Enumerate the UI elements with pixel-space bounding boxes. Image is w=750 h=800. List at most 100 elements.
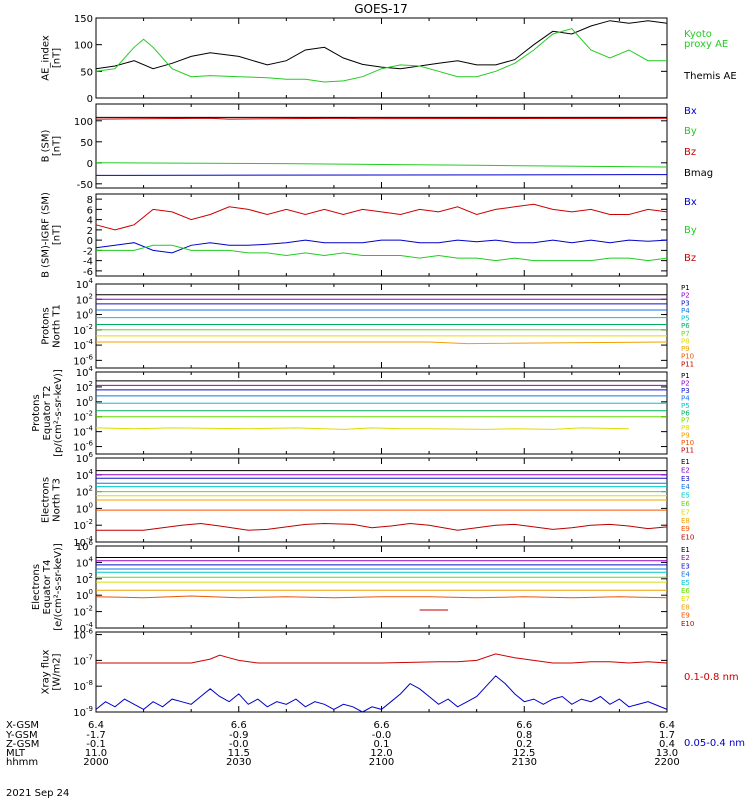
plot-title: GOES-17 [354,2,408,16]
y-tick-label: 10-9 [73,705,93,719]
y-axis-label: B (SM)-IGRF (SM) [41,192,52,278]
ephemeris-value: 0.4 [659,739,675,750]
legend-label: P8 [681,424,690,432]
y-tick-label: -6 [83,267,93,278]
ephemeris-value: 2100 [369,757,394,768]
series-by [96,244,668,262]
y-axis-label: Xray flux [41,650,52,695]
y-tick-label: 104 [76,365,94,379]
ephemeris-value: 2030 [226,757,251,768]
y-tick-label: 106 [76,451,94,465]
y-tick-label: 10-6 [73,628,93,642]
panel-frame [95,545,668,629]
y-tick-label: 100 [74,117,93,128]
y-tick-label: 6 [87,205,93,216]
legend-label: P1 [681,284,690,292]
series-e9 [95,595,668,599]
legend-label: E9 [681,612,690,620]
y-axis-label: Protons [41,307,52,344]
series-0-05-0-4-nm [95,675,668,713]
y-tick-label: -4 [83,257,93,268]
legend-label: P6 [681,322,690,330]
y-tick-label: 2 [87,226,93,237]
y-axis-label: [nT] [52,48,63,68]
legend-label: P5 [681,402,690,410]
legend-label: Bx [684,197,697,208]
y-tick-label: 10-8 [73,679,93,693]
series-themis-ae [95,20,668,70]
y-axis-label: [W/m2] [52,653,63,690]
legend-label: Bmag [684,168,713,179]
y-tick-label: 106 [76,539,94,553]
ephemeris-row-label: X-GSM [6,720,39,731]
ephemeris-value: -0.0 [229,739,249,750]
legend-label: P3 [681,387,690,395]
y-tick-label: 8 [87,195,93,206]
y-tick-label: 50 [80,67,93,78]
series-bz [95,117,668,120]
panel-8: 10-9 10-8 10-7 10-6 Xray flux [W/m2] 0.1-0.8 n… [41,628,746,749]
legend-label: proxy AE [684,39,728,50]
legend-label: E4 [681,571,690,579]
ephemeris-value: 1.7 [659,730,675,741]
legend-label: E5 [681,579,690,587]
legend-label: P11 [681,360,694,368]
y-tick-label: 10-2 [73,605,93,619]
y-axis-label: [e/(cm²-s-sr-keV)] [53,543,64,631]
y-tick-label: 100 [74,41,93,52]
y-tick-label: 4 [87,216,93,227]
y-tick-label: -50 [77,180,93,191]
legend-label: P2 [681,292,690,300]
ephemeris-value: 6.4 [659,720,675,731]
y-tick-label: 0 [87,94,93,105]
series-0-1-0-8-nm [96,653,668,664]
y-tick-label: 10-4 [73,338,93,352]
ephemeris-value: -0.0 [372,730,392,741]
legend-label: By [684,225,697,236]
ephemeris-value: 2200 [654,757,679,768]
legend-label: 0.1-0.8 nm [684,672,739,683]
ephemeris-value: 2130 [512,757,537,768]
legend-label: P2 [681,379,690,387]
ephemeris-value: 11.5 [228,748,250,759]
legend-label: Bz [684,253,696,264]
y-axis-label: North T3 [52,478,63,522]
panel-frame [95,371,668,455]
series-p8 [95,427,629,430]
legend-label: E1 [681,458,690,466]
y-axis-label: Electrons [31,564,42,610]
ephemeris-value: 13.0 [656,748,678,759]
legend-label: E6 [681,500,690,508]
panel-frame [95,631,668,713]
ephemeris-row-label: MLT [6,748,26,759]
y-tick-label: -2 [83,246,93,257]
legend-label: E10 [681,534,694,542]
y-tick-label: 0 [87,159,93,170]
legend-label: P4 [681,394,690,402]
y-tick-label: 0 [87,236,93,247]
legend-label: E4 [681,483,690,491]
y-tick-label: 50 [80,138,93,149]
y-tick-label: 102 [76,572,93,586]
legend-label: Bz [684,147,696,158]
legend-label: P7 [681,417,690,425]
ephemeris-value: 6.6 [516,720,532,731]
series-bz [95,203,668,231]
y-tick-label: 104 [76,468,94,482]
y-axis-label: Protons [31,394,42,431]
series-by [95,162,668,168]
ephemeris-row-label: Y-GSM [5,730,38,741]
ephemeris-value: 6.6 [231,720,247,731]
panel-frame [95,283,668,369]
y-tick-label: 102 [76,380,93,394]
legend-label: Themis AE [683,71,737,82]
ephemeris-value: -0.1 [86,739,106,750]
y-tick-label: 10-4 [73,425,93,439]
y-tick-label: 102 [76,485,93,499]
y-axis-label: B (SM) [41,129,52,162]
legend-label: E9 [681,525,690,533]
series-bx [95,239,668,254]
y-axis-label: [nT] [52,136,63,156]
